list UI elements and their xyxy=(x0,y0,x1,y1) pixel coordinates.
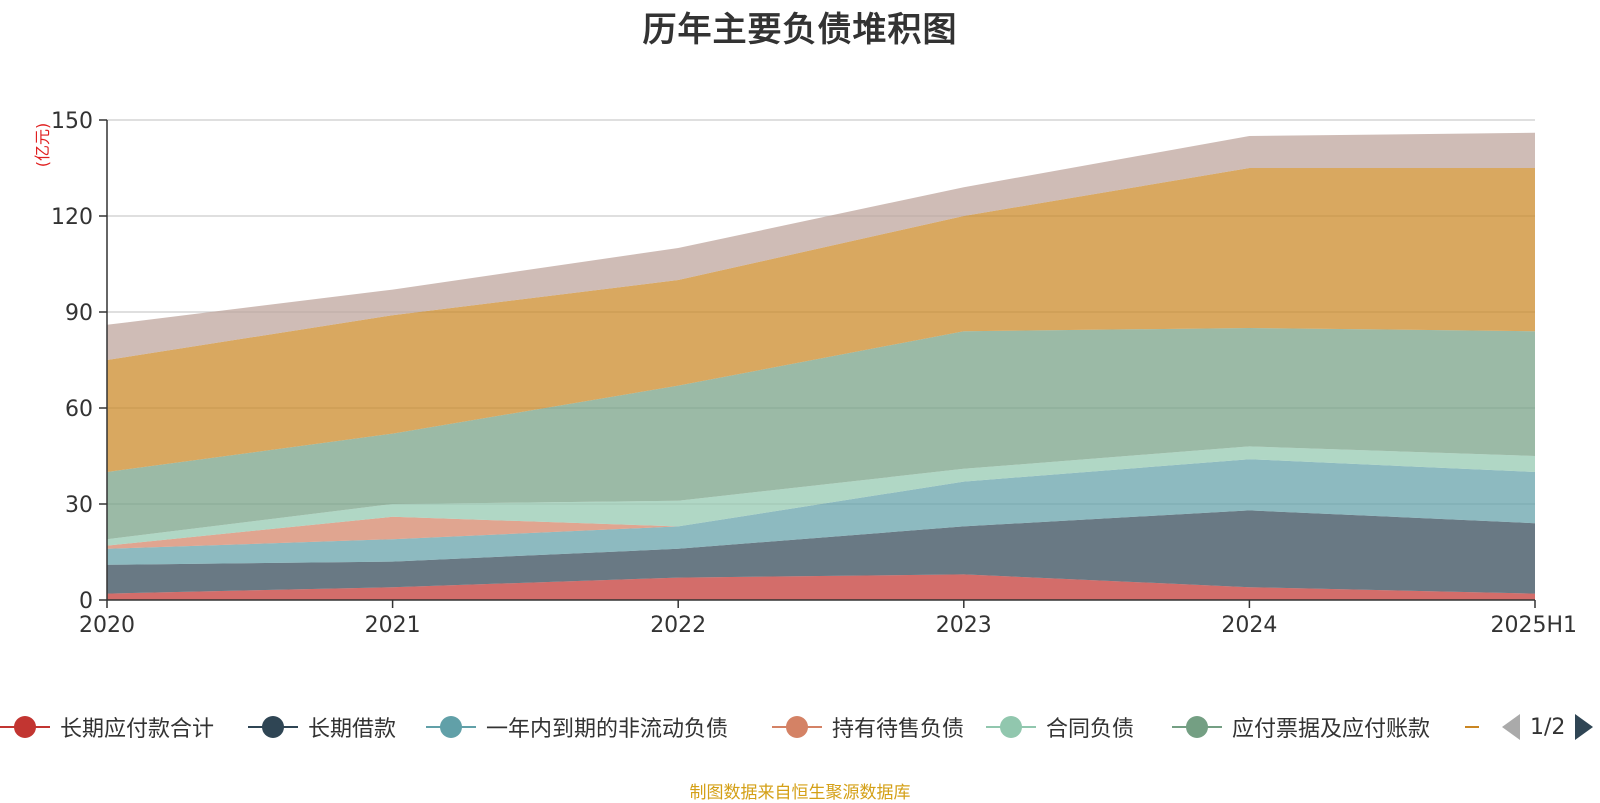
legend-page-indicator: 1/2 xyxy=(1530,714,1566,740)
legend-marker-icon xyxy=(986,716,1036,738)
legend-item[interactable]: 持有待售负债 xyxy=(772,705,964,749)
x-tick-label: 2022 xyxy=(650,613,706,638)
legend-label: 合同负债 xyxy=(1046,717,1135,742)
legend-item[interactable]: 一年内到期的非流动负债 xyxy=(426,705,728,749)
area-series-3 xyxy=(107,459,1535,565)
area-series-4 xyxy=(107,459,1535,549)
legend-item[interactable]: 长期借款 xyxy=(248,705,396,749)
legend-next-arrow-icon[interactable] xyxy=(1573,712,1595,742)
x-tick-label: 2023 xyxy=(936,613,992,638)
legend-marker-icon xyxy=(248,716,298,738)
area-series-8 xyxy=(107,132,1535,360)
area-series xyxy=(107,132,1535,600)
legend-prev-arrow-icon[interactable] xyxy=(1500,712,1522,742)
area-series-1 xyxy=(107,574,1535,600)
legend-item[interactable]: 应付票据及应付账款 xyxy=(1172,705,1430,749)
y-axis-unit-label: (亿元) xyxy=(33,123,52,168)
data-source-note: 制图数据来自恒生聚源数据库 xyxy=(689,783,911,803)
axes: 0 30 60 90 120 150 2020 2021 2022 2023 2024 2025H1 xyxy=(51,109,1577,638)
area-series-2 xyxy=(107,510,1535,594)
legend-item[interactable]: 合同负债 xyxy=(986,705,1134,749)
legend-marker-icon xyxy=(772,716,822,738)
area-series-5 xyxy=(107,446,1535,546)
legend-marker-icon xyxy=(426,716,476,738)
y-tick-label: 120 xyxy=(51,205,93,230)
legend-item[interactable] xyxy=(1465,705,1489,749)
legend-item[interactable]: 长期应付款合计 xyxy=(0,705,214,749)
area-series-7 xyxy=(107,168,1535,472)
chart-title: 历年主要负债堆积图 xyxy=(642,10,958,50)
legend-marker-icon xyxy=(1172,716,1222,738)
legend-marker-icon xyxy=(1465,726,1479,728)
y-tick-label: 150 xyxy=(51,109,93,134)
x-tick-label: 2024 xyxy=(1221,613,1277,638)
legend-label: 一年内到期的非流动负债 xyxy=(486,717,729,742)
y-tick-label: 0 xyxy=(79,589,93,614)
y-tick-label: 60 xyxy=(65,397,93,422)
legend-label: 持有待售负债 xyxy=(832,717,965,742)
legend: 长期应付款合计 长期借款 一年内到期的非流动负债 持有待售负债 合同负债 应付票据及应付账… xyxy=(0,705,1600,749)
legend-label: 长期借款 xyxy=(308,717,397,742)
legend-pager: 1/2 xyxy=(1500,705,1595,749)
legend-label: 长期应付款合计 xyxy=(60,717,215,742)
area-series-6 xyxy=(107,328,1535,540)
x-tick-label: 2020 xyxy=(79,613,135,638)
x-tick-label: 2025H1 xyxy=(1490,613,1577,638)
y-tick-label: 30 xyxy=(65,493,93,518)
x-tick-label: 2021 xyxy=(365,613,421,638)
legend-label: 应付票据及应付账款 xyxy=(1232,717,1431,742)
y-tick-label: 90 xyxy=(65,301,93,326)
legend-marker-icon xyxy=(0,716,50,738)
